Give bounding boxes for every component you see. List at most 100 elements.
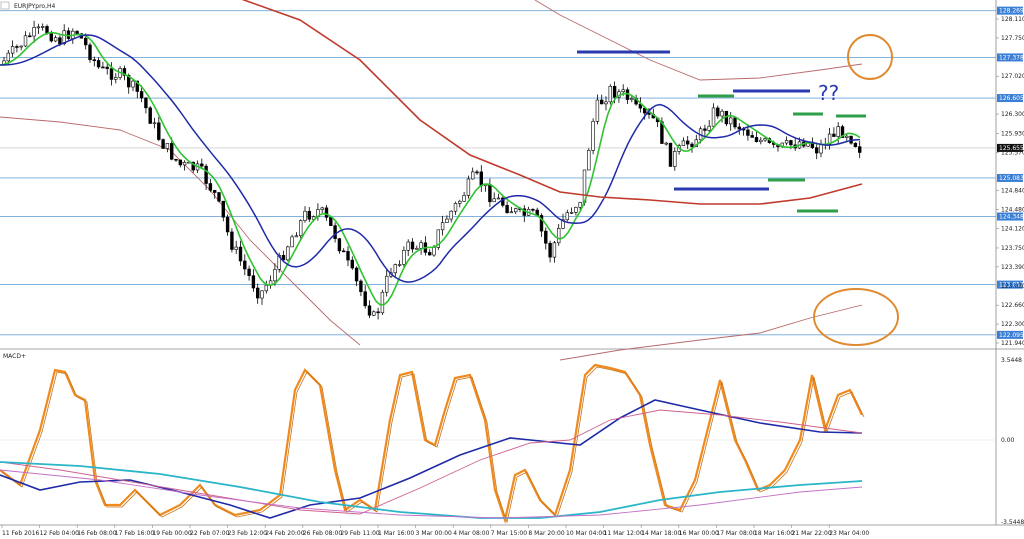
candle-body <box>225 216 230 233</box>
candle-body <box>505 205 509 213</box>
candle-body <box>182 162 187 166</box>
candle-body <box>673 151 677 167</box>
candle-body <box>492 198 496 203</box>
candle-body <box>458 200 462 204</box>
time-tick-label: 7 Mar 15:00 <box>491 530 527 537</box>
candle-body <box>286 246 290 261</box>
candle-body <box>333 225 337 239</box>
candle-body <box>393 264 397 274</box>
price-tick-label: 124.840 <box>1001 188 1024 195</box>
candle-body <box>664 142 668 145</box>
time-tick-label: 11 Mar 12:00 <box>604 530 644 537</box>
candle-body <box>350 259 354 269</box>
question-marks-annotation: ?? <box>818 81 839 105</box>
candle-body <box>445 218 449 223</box>
candle-body <box>354 267 359 282</box>
level-price-label: 126.605 <box>999 95 1024 102</box>
candle-body <box>303 210 307 221</box>
candle-body <box>759 139 763 142</box>
candle-body <box>251 275 256 289</box>
candle-body <box>402 250 406 265</box>
candle-body <box>221 200 225 218</box>
candle-body <box>75 30 79 35</box>
candle-body <box>92 59 97 62</box>
time-tick-label: 17 Feb 16:00 <box>115 530 155 537</box>
candle-body <box>814 147 819 154</box>
candle-body <box>681 140 686 146</box>
price-tick-label: 125.570 <box>1001 149 1024 156</box>
price-tick-label: 124.480 <box>1001 207 1024 214</box>
level-price-label: 122.095 <box>999 332 1024 339</box>
candle-body <box>720 110 724 117</box>
candle-body <box>152 122 157 125</box>
macd-cyan-line <box>0 461 863 519</box>
candle-body <box>264 284 268 292</box>
candle-body <box>49 33 54 42</box>
candle-body <box>647 112 651 115</box>
candle-body <box>496 197 501 200</box>
candle-body <box>513 208 518 213</box>
price-tick-label: 122.660 <box>1001 302 1024 309</box>
candle-body <box>341 250 346 253</box>
candle-body <box>372 311 376 316</box>
highlight-circle-upper[interactable] <box>847 34 893 80</box>
candle-body <box>213 190 217 193</box>
candle-body <box>105 66 109 69</box>
candle-body <box>449 210 453 220</box>
time-tick-label: 3 Mar 00:00 <box>416 530 452 537</box>
candle-body <box>819 143 823 154</box>
price-tick-label: 123.390 <box>1001 264 1024 271</box>
candle-body <box>247 268 251 276</box>
candle-body <box>544 230 548 244</box>
candle-body <box>857 146 862 153</box>
candle-body <box>406 241 410 251</box>
candle-body <box>66 30 71 39</box>
candle-body <box>298 220 303 237</box>
horizontal-levels[interactable]: 128.269 127.378 126.605 125.083 124.348 123.0… <box>0 6 1024 339</box>
candle-body <box>466 178 471 196</box>
candle-body <box>440 222 445 231</box>
drawn-annotations[interactable]: ?? <box>577 34 899 346</box>
candle-body <box>853 142 858 147</box>
candle-body <box>19 45 23 48</box>
envelope-upper-line <box>534 0 863 81</box>
macd-main-shadow <box>1 366 865 524</box>
time-tick-label: 29 Feb 11:00 <box>340 530 380 537</box>
candle-body <box>737 126 742 130</box>
highlight-circle-lower[interactable] <box>813 288 899 346</box>
time-tick-label: 8 Mar 20:00 <box>528 530 564 537</box>
candle-body <box>552 242 557 258</box>
candle-body <box>578 202 582 208</box>
level-price-label: 125.083 <box>999 175 1024 182</box>
candle-body <box>685 140 690 145</box>
price-tick-label: 122.300 <box>1001 321 1024 328</box>
candle-body <box>595 99 600 122</box>
candle-body <box>415 247 419 250</box>
candle-body <box>746 129 750 136</box>
macd-tick-label: 0.00 <box>1001 437 1015 444</box>
candle-body <box>255 287 260 299</box>
candle-body <box>668 142 673 167</box>
chart-toggle-icon[interactable] <box>0 1 10 10</box>
candle-body <box>208 183 213 191</box>
candle-body <box>281 255 286 261</box>
macd-pink-line <box>0 409 863 515</box>
candle-body <box>109 68 114 80</box>
candle-body <box>337 238 342 252</box>
candle-body <box>531 208 535 211</box>
candle-body <box>23 35 28 47</box>
time-tick-label: 16 Feb 08:00 <box>77 530 117 537</box>
level-price-label: 123.052 <box>999 282 1024 289</box>
candle-body <box>191 161 195 171</box>
candle-body <box>363 291 367 307</box>
level-price-tag <box>997 94 1023 103</box>
candle-body <box>707 125 711 131</box>
candle-body <box>840 126 845 138</box>
candle-body <box>703 128 707 131</box>
candle-body <box>122 68 127 76</box>
time-tick-label: 17 Mar 08:00 <box>716 530 756 537</box>
price-tick-label: 123.750 <box>1001 245 1024 252</box>
